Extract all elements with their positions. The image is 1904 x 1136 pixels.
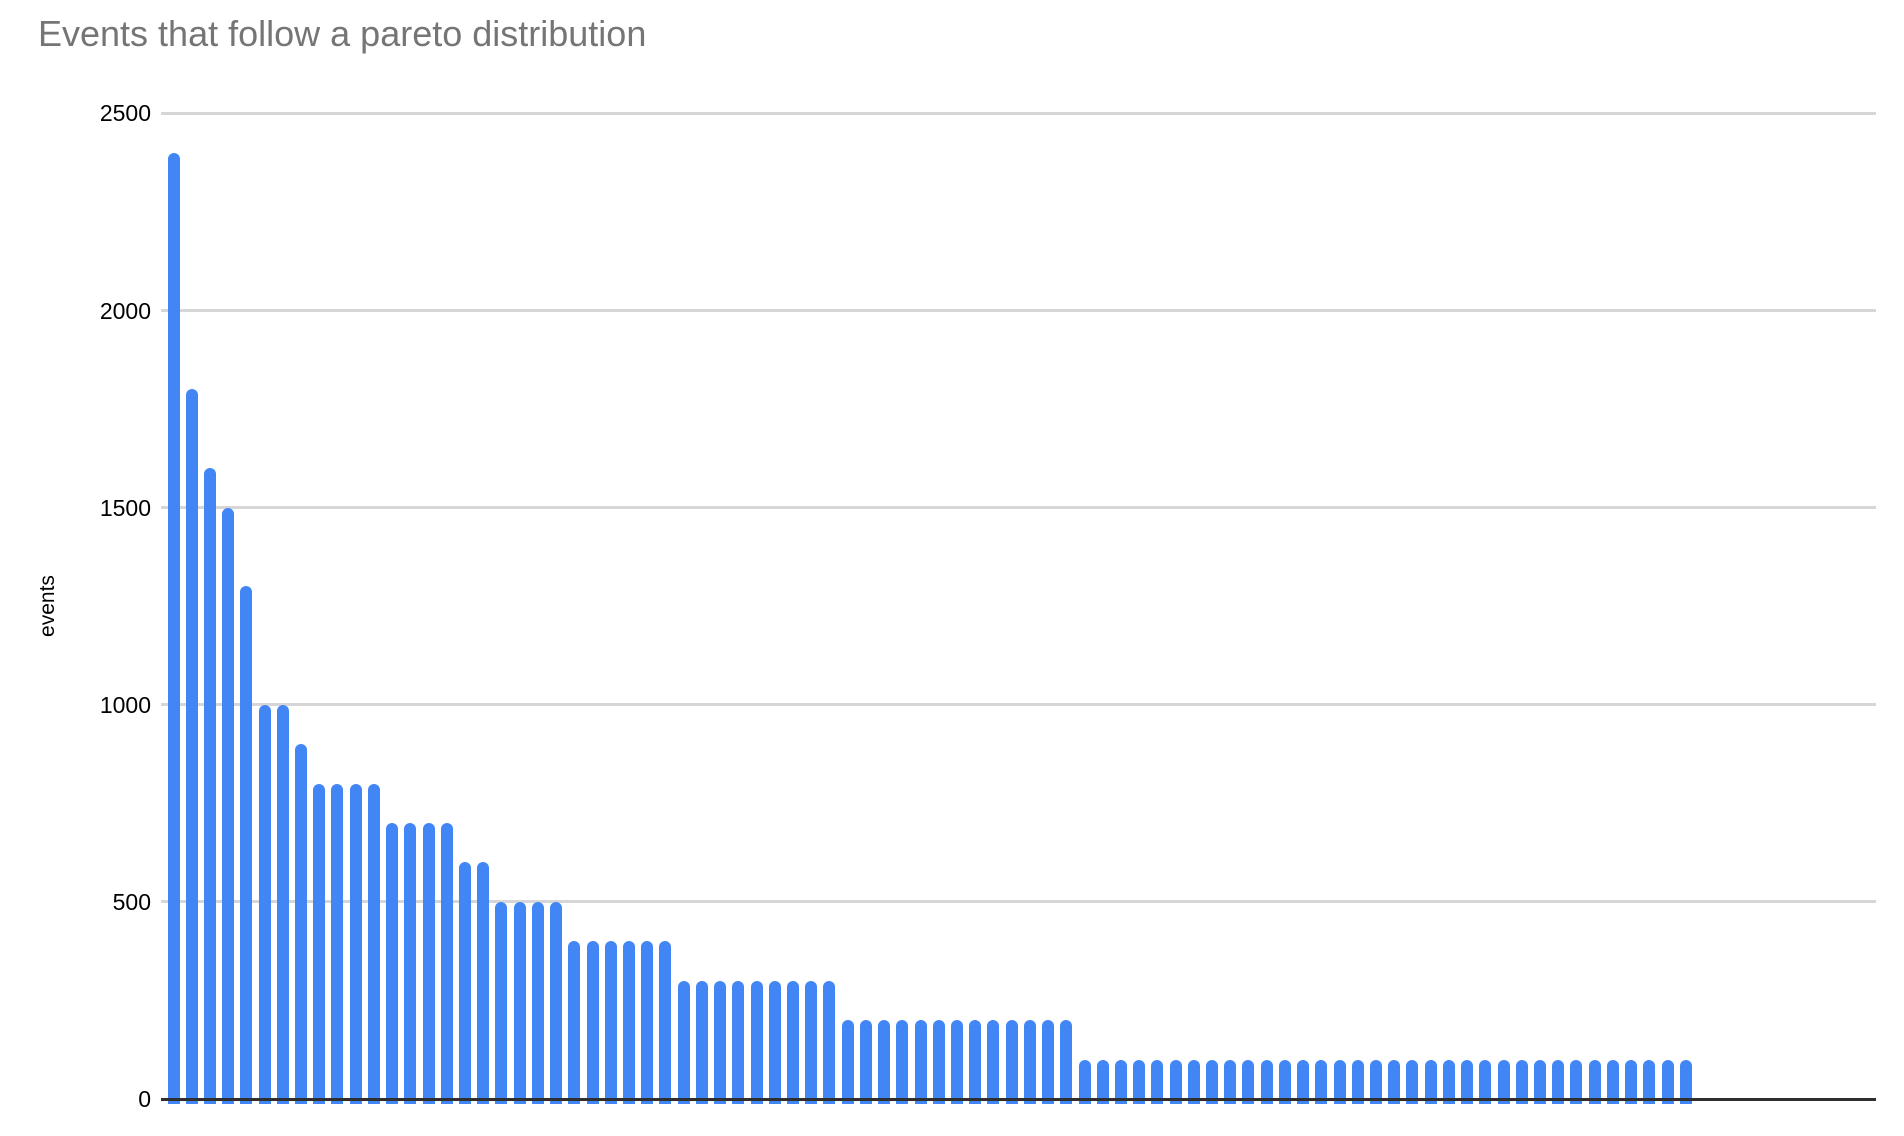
bar — [495, 901, 508, 1104]
y-tick-label: 2500 — [99, 100, 151, 127]
bar — [167, 152, 180, 1104]
bar — [805, 980, 818, 1104]
bar — [823, 980, 836, 1104]
bar — [1333, 1059, 1346, 1104]
bar — [1042, 1020, 1055, 1104]
bar — [1552, 1059, 1565, 1104]
bar — [531, 901, 544, 1104]
bar — [623, 941, 635, 1104]
bar — [1406, 1059, 1419, 1104]
bar — [987, 1020, 1000, 1104]
bar — [768, 980, 781, 1104]
bar — [1515, 1059, 1528, 1104]
bar — [1588, 1059, 1601, 1104]
bar — [659, 941, 672, 1104]
bar — [422, 823, 435, 1104]
bar — [477, 862, 490, 1104]
bar — [1133, 1059, 1146, 1104]
bar — [1388, 1059, 1401, 1104]
bar — [1096, 1059, 1109, 1104]
y-tick-label: 500 — [112, 888, 151, 915]
bar — [896, 1020, 909, 1104]
gridline — [161, 703, 1876, 707]
y-tick-label: 1000 — [99, 691, 151, 718]
bar — [367, 783, 380, 1104]
bar — [295, 744, 308, 1104]
bar — [932, 1020, 945, 1104]
bar — [1625, 1059, 1638, 1104]
bar — [386, 823, 399, 1104]
bar — [586, 941, 599, 1104]
bar — [313, 783, 326, 1104]
bar — [714, 980, 727, 1104]
bar — [1005, 1020, 1018, 1104]
bar — [841, 1020, 854, 1104]
bar — [1315, 1059, 1328, 1104]
bar — [568, 941, 581, 1104]
gridline — [161, 506, 1876, 510]
bar — [732, 980, 745, 1104]
bar — [240, 586, 253, 1104]
x-axis-line — [161, 1097, 1876, 1101]
bar — [878, 1020, 891, 1104]
bar — [1169, 1059, 1182, 1104]
bar — [950, 1020, 963, 1104]
bar — [641, 941, 654, 1104]
bar — [222, 507, 235, 1104]
bar — [1606, 1059, 1619, 1104]
bar — [185, 389, 198, 1104]
bar — [1060, 1020, 1073, 1104]
bar — [404, 823, 417, 1104]
bar — [258, 704, 271, 1104]
bar — [859, 1020, 872, 1104]
bar — [695, 980, 708, 1104]
bar — [969, 1020, 982, 1104]
y-tick-label: 0 — [138, 1086, 151, 1112]
bar — [1151, 1059, 1164, 1104]
bar — [1224, 1059, 1237, 1104]
bar — [750, 980, 763, 1104]
bar — [440, 823, 453, 1104]
y-axis-title: events — [36, 575, 59, 637]
bar — [1424, 1059, 1437, 1104]
gridline — [161, 900, 1876, 904]
bar — [276, 704, 289, 1104]
bar — [1114, 1059, 1127, 1104]
bar — [1461, 1059, 1474, 1104]
bar — [1442, 1059, 1455, 1104]
bar — [1023, 1020, 1036, 1104]
bar — [1078, 1059, 1091, 1104]
bar — [1370, 1059, 1383, 1104]
bar — [1297, 1059, 1310, 1104]
bar — [1679, 1059, 1692, 1104]
bar — [1534, 1059, 1546, 1104]
chart-title: Events that follow a pareto distribution — [38, 13, 647, 54]
bar — [1643, 1059, 1656, 1104]
bar — [1351, 1059, 1364, 1104]
bar — [550, 901, 563, 1104]
bar — [513, 901, 526, 1104]
bar — [459, 862, 472, 1104]
bar — [1570, 1059, 1583, 1104]
bar — [914, 1020, 927, 1104]
gridline — [161, 111, 1876, 115]
bar — [1661, 1059, 1674, 1104]
bar — [1260, 1059, 1273, 1104]
bar — [786, 980, 799, 1104]
bar — [1206, 1059, 1219, 1104]
bar — [677, 980, 690, 1104]
bar — [203, 468, 216, 1104]
bar — [1242, 1059, 1255, 1104]
bar — [349, 783, 362, 1104]
bar — [1278, 1059, 1291, 1104]
y-tick-label: 2000 — [99, 297, 151, 324]
bar — [331, 783, 344, 1104]
y-tick-label: 1500 — [99, 494, 151, 521]
bar — [1187, 1059, 1200, 1104]
bar — [1497, 1059, 1510, 1104]
bar — [1479, 1059, 1492, 1104]
bar — [604, 941, 617, 1104]
gridline — [161, 309, 1876, 313]
